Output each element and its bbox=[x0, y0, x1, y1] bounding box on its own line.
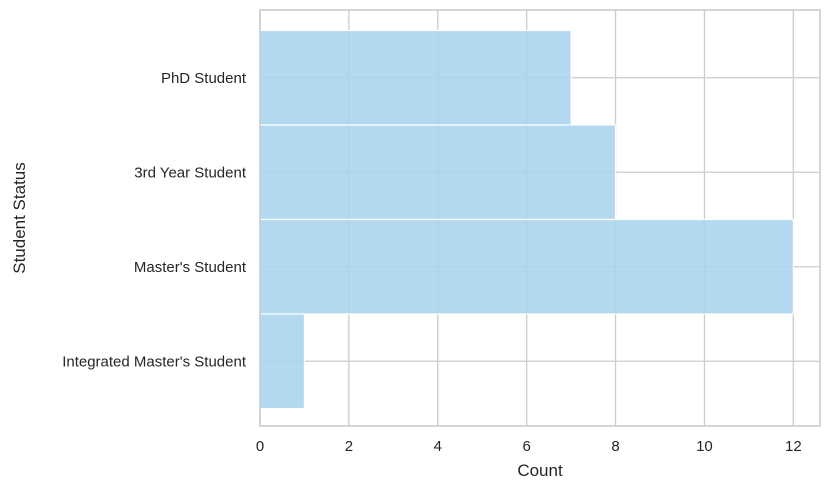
y-tick-label: 3rd Year Student bbox=[134, 164, 247, 181]
x-tick-labels: 0 2 4 6 8 10 12 bbox=[256, 438, 802, 455]
bar bbox=[259, 124, 617, 221]
bar bbox=[259, 29, 572, 126]
y-tick-label: PhD Student bbox=[161, 70, 247, 87]
x-tick-label: 4 bbox=[434, 438, 442, 455]
x-tick-label: 2 bbox=[345, 438, 353, 455]
y-tick-label: Integrated Master's Student bbox=[62, 353, 247, 370]
bar bbox=[259, 218, 794, 315]
bar bbox=[259, 313, 306, 410]
y-tick-label: Master's Student bbox=[134, 259, 247, 276]
x-tick-label: 6 bbox=[522, 438, 530, 455]
y-axis-title: Student Status bbox=[10, 162, 29, 274]
x-tick-label: 10 bbox=[696, 438, 713, 455]
x-tick-label: 8 bbox=[611, 438, 619, 455]
plot-frame bbox=[259, 9, 821, 427]
x-tick-label: 0 bbox=[256, 438, 264, 455]
x-axis-title: Count bbox=[517, 461, 563, 480]
y-tick-labels: PhD Student 3rd Year Student Master's Stud… bbox=[62, 70, 247, 371]
x-tick-label: 12 bbox=[785, 438, 802, 455]
